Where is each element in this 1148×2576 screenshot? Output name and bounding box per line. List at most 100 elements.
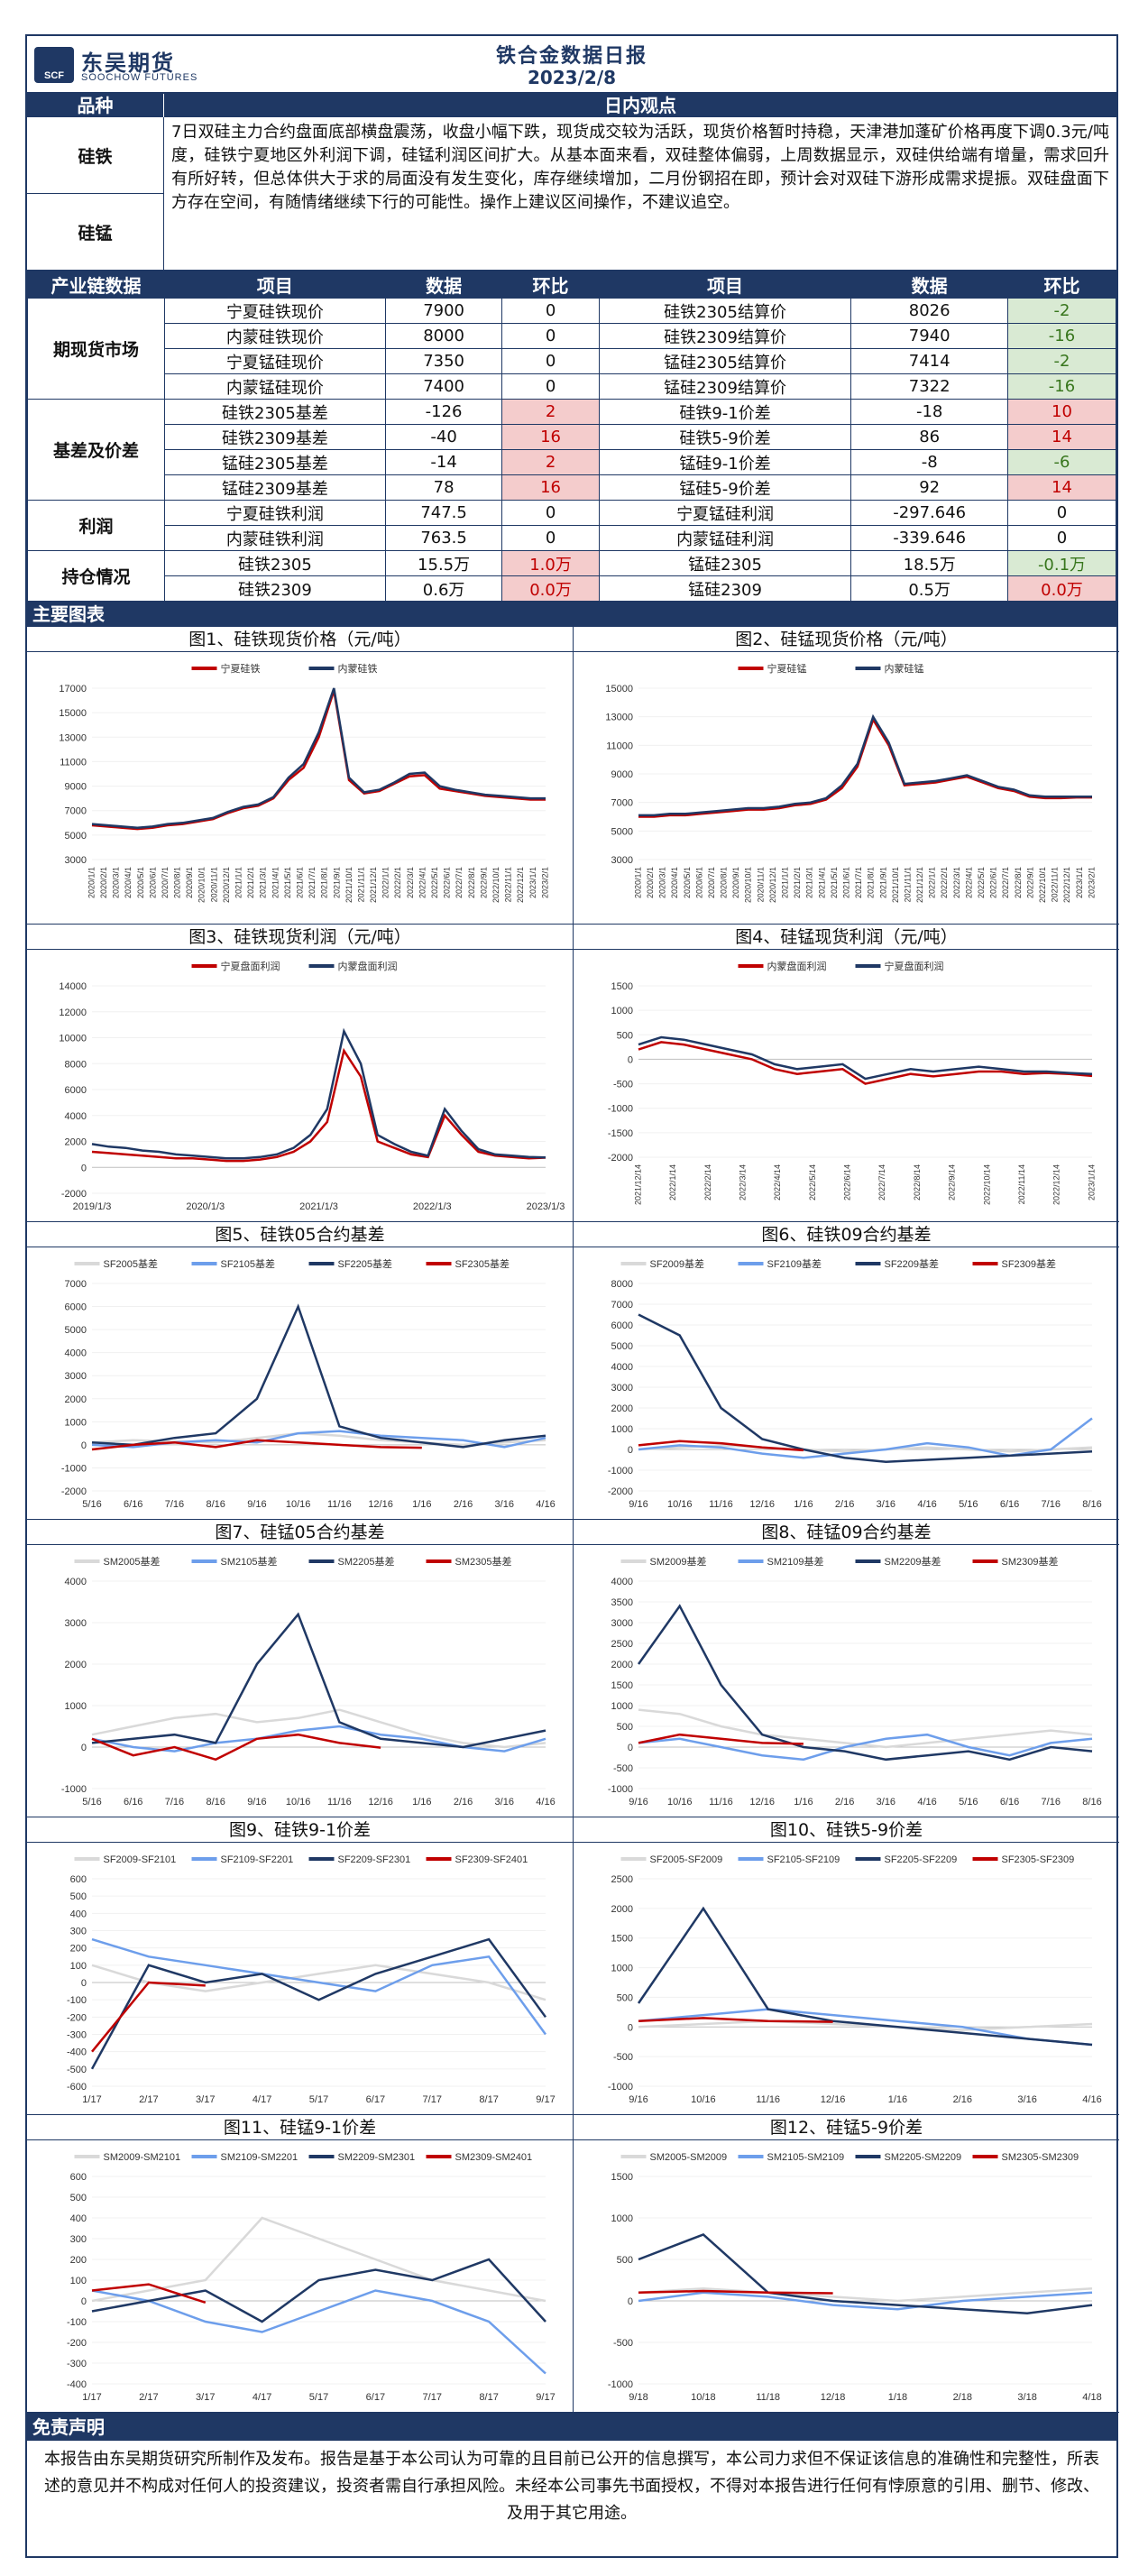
- y-tick-label: 3000: [611, 1618, 633, 1629]
- table-header-cell: 环比: [1007, 271, 1116, 299]
- logo-mark-text: SCF: [44, 70, 64, 81]
- x-tick-label: 2021/10/1: [891, 867, 900, 903]
- x-tick-label: 12/16: [749, 1797, 775, 1808]
- y-tick-label: 4000: [611, 1362, 633, 1373]
- x-tick-label: 3/18: [1017, 2392, 1036, 2403]
- x-tick-label: 11/16: [709, 1797, 733, 1808]
- table-header-cell: 数据: [384, 271, 503, 299]
- x-tick-label: 2/16: [835, 1499, 854, 1510]
- y-tick-label: 3000: [65, 855, 87, 866]
- table-row: 内蒙硅铁现价 8000 0 硅铁2309结算价 7940 -16: [28, 323, 1116, 349]
- y-tick-label: 600: [70, 2172, 87, 2183]
- company-logo: SCF 东吴期货 SOOCHOW FUTURES: [34, 45, 233, 87]
- table-cell: -8: [850, 449, 1008, 475]
- x-tick-label: 2020/5/1: [683, 867, 692, 898]
- table-cell: 0: [501, 500, 600, 526]
- x-tick-label: 10/16: [667, 1499, 693, 1510]
- table-cell: 硅铁9-1价差: [598, 399, 852, 425]
- report-title: 铁合金数据日报: [495, 45, 647, 68]
- x-tick-label: 11/16: [709, 1499, 733, 1510]
- y-tick-label: 0: [81, 1440, 87, 1451]
- chart-svg: 内蒙盘面利润 宁夏盘面利润 1500 1000 500 0 -500 -1000 -1500 -2…: [608, 960, 1097, 1205]
- y-tick-label: 7000: [65, 1279, 87, 1290]
- legend-label: SM2009-SM2101: [104, 2152, 181, 2163]
- y-tick-label: 1500: [611, 2172, 633, 2183]
- x-tick-label: 2/17: [139, 2392, 158, 2403]
- x-tick-label: 2022/1/3: [413, 1201, 452, 1212]
- x-tick-label: 11/16: [756, 2094, 780, 2105]
- series-line: [91, 2216, 546, 2303]
- x-tick-label: 2020/1/1: [633, 867, 642, 898]
- table-cell: 15.5万: [384, 550, 503, 576]
- chart-svg: 宁夏盘面利润 内蒙盘面利润 14000 12000 10000 8000 6000 4000 2…: [59, 960, 565, 1212]
- legend-label: SM2205-SM2209: [885, 2152, 962, 2163]
- legend-label: SM2109基差: [767, 1555, 824, 1568]
- y-tick-label: -500: [613, 1080, 633, 1090]
- legend-label: SM2009基差: [650, 1555, 707, 1568]
- x-tick-label: 12/16: [368, 1797, 393, 1808]
- y-tick-label: -2000: [61, 1189, 87, 1200]
- x-tick-label: 2019/1/3: [73, 1201, 112, 1212]
- y-tick-label: 2500: [611, 1639, 633, 1650]
- table-cell: 宁夏锰硅现价: [164, 348, 386, 374]
- y-tick-label: 1000: [611, 1701, 633, 1712]
- x-tick-label: 2022/5/14: [808, 1164, 817, 1201]
- y-tick-label: 500: [617, 1030, 633, 1041]
- x-tick-label: 2020/5/1: [136, 867, 145, 898]
- x-tick-label: 2023/2/1: [1087, 867, 1096, 898]
- x-tick-label: 2/16: [454, 1499, 473, 1510]
- x-tick-label: 2023/1/3: [527, 1201, 565, 1212]
- table-cell: 2: [501, 449, 600, 475]
- table-cell: 747.5: [384, 500, 503, 526]
- chart-panel: 图7、硅锰05合约基差 SM2005基差 SM2105基差 SM2205基差 SM230…: [27, 1520, 574, 1817]
- x-tick-label: 4/16: [917, 1797, 936, 1808]
- x-tick-label: 2022/3/1: [952, 867, 961, 898]
- table-cell: 硅铁2309结算价: [598, 323, 852, 349]
- y-tick-label: 3000: [611, 1383, 633, 1394]
- chart-svg: SF2005基差 SF2105基差 SF2205基差 SF2305基差 7000 6000…: [61, 1257, 556, 1510]
- table-cell: 14: [1007, 424, 1116, 450]
- legend-label: SF2205-SF2209: [885, 1854, 958, 1865]
- table-cell: -297.646: [850, 500, 1008, 526]
- x-tick-label: 2022/4/1: [418, 867, 427, 898]
- y-tick-label: 2000: [611, 1660, 633, 1670]
- legend-label: SF2209-SF2301: [338, 1854, 411, 1865]
- table-cell: 宁夏硅铁现价: [164, 298, 386, 324]
- y-tick-label: 3000: [65, 1371, 87, 1382]
- x-tick-label: 2022/11/1: [504, 867, 513, 902]
- x-tick-label: 2022/12/1: [1062, 867, 1071, 903]
- x-tick-label: 2022/11/14: [1017, 1164, 1026, 1204]
- y-tick-label: 0: [81, 2296, 87, 2307]
- table-cell: 10: [1007, 399, 1116, 425]
- x-tick-label: 2022/11/1: [1051, 867, 1060, 902]
- chart-panel: 图6、硅铁09合约基差 SF2009基差 SF2109基差 SF2209基差 SF230…: [574, 1222, 1119, 1520]
- table-cell: 0: [501, 323, 600, 349]
- y-tick-label: -1000: [608, 1466, 633, 1477]
- y-tick-label: -1000: [61, 1463, 87, 1474]
- x-tick-label: 2020/12/1: [768, 867, 777, 903]
- legend-label: SF2309-SF2401: [455, 1854, 528, 1865]
- x-tick-label: 7/16: [165, 1797, 184, 1808]
- y-tick-label: -500: [613, 2338, 633, 2349]
- x-tick-label: 4/17: [253, 2392, 271, 2403]
- y-tick-label: -200: [67, 2338, 87, 2349]
- x-tick-label: 4/16: [536, 1797, 555, 1808]
- chart-panel: 图11、硅锰9-1价差 SM2009-SM2101 SM2109-SM2201 SM2…: [27, 2115, 574, 2413]
- chart-svg: SM2009基差 SM2109基差 SM2209基差 SM2309基差 4000 3500…: [608, 1555, 1102, 1808]
- series-line: [638, 1035, 1093, 1081]
- y-tick-label: -1000: [608, 1104, 633, 1115]
- table-cell: 内蒙锰硅现价: [164, 373, 386, 400]
- y-tick-label: 2000: [65, 1394, 87, 1405]
- y-tick-label: -500: [613, 2052, 633, 2063]
- table-row: 内蒙硅铁利润 763.5 0 内蒙锰硅利润 -339.646 0: [28, 525, 1116, 551]
- x-tick-label: 6/16: [124, 1797, 142, 1808]
- x-tick-label: 2020/9/1: [731, 867, 740, 898]
- legend-label: SM2105基差: [221, 1555, 278, 1568]
- y-tick-label: -300: [67, 2359, 87, 2369]
- y-tick-label: 0: [628, 1054, 633, 1065]
- y-tick-label: 0: [628, 2022, 633, 2033]
- series-line: [91, 1047, 546, 1163]
- x-tick-label: 2021/5/1: [830, 867, 839, 898]
- x-tick-label: 2/18: [953, 2392, 972, 2403]
- chart-panel: 图10、硅铁5-9价差 SF2005-SF2009 SF2105-SF2109 SF2…: [574, 1817, 1119, 2115]
